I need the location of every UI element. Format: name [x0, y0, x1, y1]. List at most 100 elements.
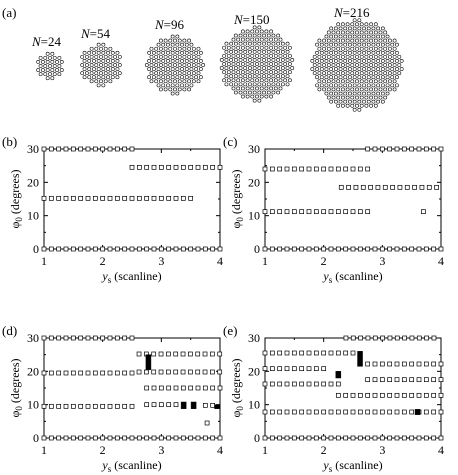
data-point [70, 403, 76, 409]
lattice-site [240, 62, 245, 66]
lattice-site [387, 38, 392, 43]
lattice-site [187, 38, 192, 43]
lattice-site [252, 74, 257, 79]
lattice-site [156, 75, 161, 80]
data-point [41, 435, 47, 441]
lattice-site [345, 22, 350, 27]
lattice-site [322, 63, 327, 67]
lattice-site [259, 78, 264, 83]
data-point [328, 209, 334, 215]
lattice-site [168, 46, 173, 51]
data-point [202, 246, 208, 252]
lattice-site [187, 87, 192, 92]
data-point [122, 370, 128, 376]
data-point [397, 184, 403, 190]
lattice-site [187, 63, 192, 67]
data-point [306, 409, 312, 415]
lattice-site [317, 38, 322, 43]
data-point [335, 166, 341, 172]
data-point [394, 377, 400, 383]
lattice-site [376, 91, 381, 96]
lattice-site [170, 67, 175, 71]
lattice-site [166, 83, 170, 88]
data-point [188, 385, 194, 391]
data-point [166, 195, 172, 201]
lattice-site [366, 59, 371, 63]
lattice-site [315, 75, 319, 80]
lattice-site [362, 83, 366, 88]
lattice-site [336, 46, 341, 51]
data-point [92, 403, 98, 409]
lattice-site [170, 83, 175, 88]
lattice-site [371, 26, 376, 31]
data-point [299, 435, 305, 441]
lattice-site [383, 71, 388, 76]
lattice-site [182, 38, 187, 43]
data-point [277, 350, 283, 356]
lattice-site [359, 87, 364, 92]
y-axis-label: φ0 (degrees) [8, 169, 24, 228]
lattice-site [324, 50, 329, 55]
lattice-site [110, 59, 115, 63]
x-tick-label: 3 [379, 254, 385, 268]
data-point [291, 166, 297, 172]
lattice-site [163, 46, 168, 51]
lattice-site [245, 29, 250, 34]
data-point [284, 166, 290, 172]
lattice-site [336, 30, 341, 35]
lattice-site [264, 53, 269, 58]
lattice-site [224, 74, 229, 79]
lattice-site [362, 75, 366, 80]
data-point [114, 195, 120, 201]
data-point [188, 351, 193, 357]
lattice-site [338, 34, 343, 39]
lattice-site [340, 30, 345, 35]
data-point [269, 366, 275, 372]
data-point [343, 246, 349, 252]
data-point [166, 369, 171, 375]
lattice-site [259, 45, 264, 50]
data-point [92, 246, 98, 252]
lattice-site [196, 54, 201, 59]
lattice-site [380, 59, 385, 63]
lattice-site [240, 29, 245, 34]
lattice-site [357, 42, 362, 47]
lattice-site [226, 62, 231, 66]
lattice-site [345, 95, 350, 100]
lattice-site [177, 54, 182, 59]
data-point [262, 166, 268, 172]
data-point [350, 392, 356, 398]
data-point [144, 402, 150, 408]
data-point [195, 435, 201, 441]
data-point [291, 366, 297, 372]
lattice-site [82, 59, 87, 63]
lattice-site [287, 45, 292, 50]
data-point [343, 335, 349, 341]
data-point [217, 385, 223, 391]
lattice-site [364, 30, 369, 35]
lattice-site [245, 53, 250, 58]
lattice-site [243, 90, 248, 95]
lattice-site [364, 63, 369, 67]
data-point [262, 246, 268, 252]
lattice-site [198, 50, 203, 55]
data-point [372, 409, 378, 415]
lattice-site [338, 26, 343, 31]
lattice-site [236, 37, 241, 42]
lattice-site [184, 50, 189, 55]
data-point [306, 350, 312, 356]
lattice-site [243, 66, 248, 70]
data-point [107, 335, 113, 341]
lattice-site [331, 71, 336, 76]
data-point [416, 146, 422, 152]
lattice-site [355, 54, 359, 59]
lattice-site [383, 87, 388, 92]
chart-b: (b) 1 2 3 4 0 10 20 30 ys (scanline) φ0 (degrees) [2, 134, 223, 285]
lattice-site [194, 67, 199, 71]
lattice-site [329, 75, 334, 80]
lattice-site [219, 66, 224, 70]
lattice-site [383, 30, 388, 35]
data-point [92, 335, 98, 341]
lattice-site [350, 38, 355, 43]
lattice-site [345, 79, 350, 84]
